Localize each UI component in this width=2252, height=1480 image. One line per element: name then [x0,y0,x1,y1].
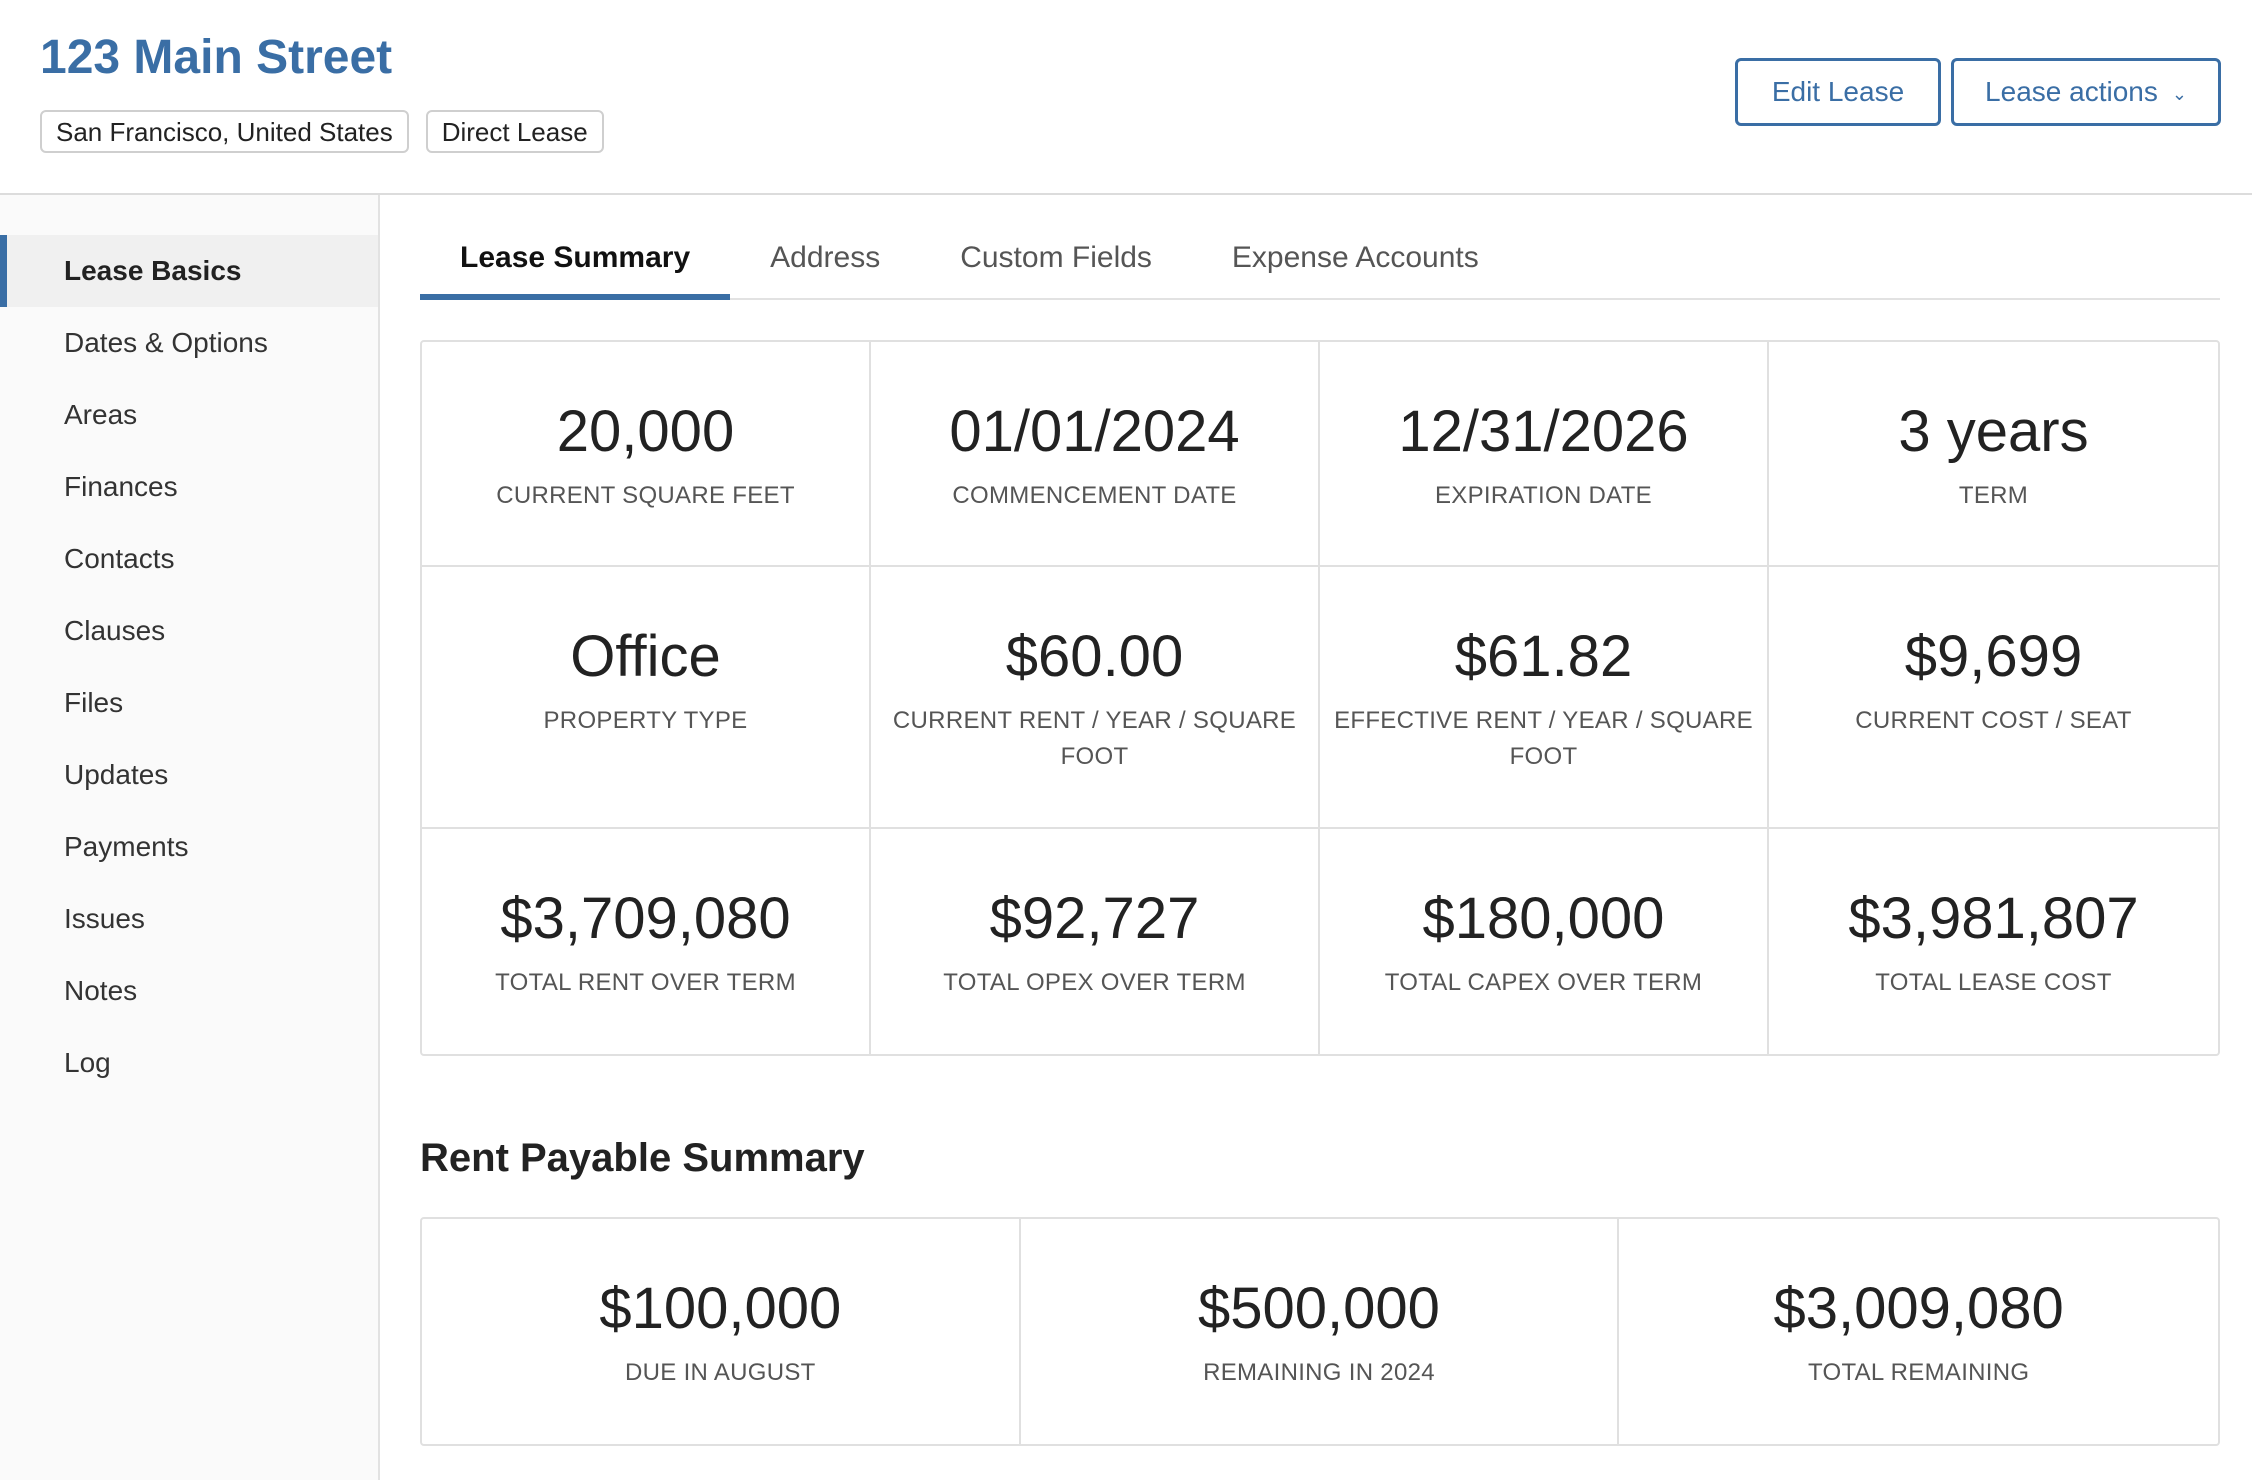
metric-label: Total Opex Over Term [943,969,1246,996]
metric-label: Remaining In 2024 [1203,1359,1435,1386]
metric-value: $61.82 [1454,624,1633,689]
metric-value: $3,981,807 [1848,886,2139,951]
metric-label: Total Rent Over Term [495,969,796,996]
tab-bar: Lease Summary Address Custom Fields Expe… [420,195,2220,300]
lease-tags: San Francisco, United States Direct Leas… [40,110,604,153]
chevron-down-icon: ⌄ [2171,84,2187,104]
sidebar-item-lease-basics[interactable]: Lease Basics [0,235,378,307]
main-content: Lease Summary Address Custom Fields Expe… [420,195,2220,1446]
location-tag: San Francisco, United States [40,110,409,153]
sidebar-item-clauses[interactable]: Clauses [64,615,166,646]
metric-value: 3 years [1898,399,2089,464]
metric-current-square-feet: 20,000 Current Square Feet [422,342,871,567]
metric-value: $9,699 [1904,624,2083,689]
metric-property-type: Office Property Type [422,567,871,829]
metric-total-lease-cost: $3,981,807 Total Lease Cost [1769,829,2218,1054]
metric-label: Term [1958,482,2029,509]
sidebar-item-dates-options[interactable]: Dates & Options [64,327,268,358]
lease-summary-grid: 20,000 Current Square Feet 01/01/2024 Co… [420,340,2220,1056]
metric-value: $3,009,080 [1773,1276,2064,1341]
sidebar-item-notes[interactable]: Notes [64,975,138,1006]
rent-due-in-august: $100,000 Due In August [422,1219,1021,1444]
metric-value: 12/31/2026 [1398,399,1689,464]
metric-effective-rent-per-sqft: $61.82 Effective Rent / Year / Square Fo… [1320,567,1769,829]
rent-payable-summary-title: Rent Payable Summary [420,1136,865,1180]
metric-value: 01/01/2024 [949,399,1240,464]
metric-label: Current Rent / Year / Square Foot [892,707,1297,770]
sidebar-list: Lease Basics Dates & Options Areas Finan… [0,235,378,1099]
edit-lease-button[interactable]: Edit Lease [1735,58,1941,126]
rent-total-remaining: $3,009,080 Total Remaining [1619,1219,2218,1444]
metric-value: $500,000 [1198,1276,1440,1341]
metric-current-rent-per-sqft: $60.00 Current Rent / Year / Square Foot [871,567,1320,829]
lease-actions-label: Lease actions [1985,76,2158,107]
sidebar: Lease Basics Dates & Options Areas Finan… [0,195,380,1480]
sidebar-item-issues[interactable]: Issues [64,903,145,934]
metric-label: Current Cost / Seat [1855,707,2132,734]
rent-remaining-in-2024: $500,000 Remaining In 2024 [1021,1219,1620,1444]
metric-label: Total Lease Cost [1875,969,2112,996]
header-actions: Edit Lease Lease actions ⌄ [1735,58,2221,126]
metric-label: Current Square Feet [496,482,795,509]
sidebar-item-payments[interactable]: Payments [64,831,189,862]
page-header: 123 Main Street San Francisco, United St… [0,0,2252,195]
sidebar-item-files[interactable]: Files [64,687,124,718]
lease-actions-button[interactable]: Lease actions ⌄ [1951,58,2221,126]
metric-value: $3,709,080 [500,886,791,951]
lease-type-tag: Direct Lease [425,110,604,153]
metric-commencement-date: 01/01/2024 Commencement Date [871,342,1320,567]
metric-current-cost-per-seat: $9,699 Current Cost / Seat [1769,567,2218,829]
metric-value: $60.00 [1005,624,1184,689]
metric-expiration-date: 12/31/2026 Expiration Date [1320,342,1769,567]
metric-value: Office [570,624,721,689]
sidebar-item-finances[interactable]: Finances [64,471,178,502]
metric-value: $100,000 [599,1276,842,1341]
metric-value: 20,000 [556,399,735,464]
tab-lease-summary[interactable]: Lease Summary [420,235,731,300]
metric-total-capex: $180,000 Total Capex Over Term [1320,829,1769,1054]
metric-label: Due In August [625,1359,816,1386]
page-title: 123 Main Street [40,31,393,84]
metric-label: Commencement Date [952,482,1237,509]
metric-label: Property Type [543,707,748,734]
metric-term: 3 years Term [1769,342,2218,567]
sidebar-item-updates[interactable]: Updates [64,759,169,790]
tab-expense-accounts[interactable]: Expense Accounts [1231,241,1479,274]
rent-payable-summary-grid: $100,000 Due In August $500,000 Remainin… [420,1217,2220,1446]
metric-label: Effective Rent / Year / Square Foot [1334,707,1753,770]
metric-value: $180,000 [1422,886,1665,951]
metric-label: Total Remaining [1807,1359,2030,1386]
metric-label: Expiration Date [1435,482,1652,509]
tab-address[interactable]: Address [770,241,881,274]
sidebar-item-areas[interactable]: Areas [64,399,138,430]
sidebar-item-log[interactable]: Log [64,1047,111,1078]
sidebar-item-contacts[interactable]: Contacts [64,543,175,574]
metric-label: Total Capex Over Term [1384,969,1703,996]
tab-custom-fields[interactable]: Custom Fields [960,241,1152,274]
metric-total-opex: $92,727 Total Opex Over Term [871,829,1320,1054]
metric-value: $92,727 [989,886,1200,951]
metric-total-rent: $3,709,080 Total Rent Over Term [422,829,871,1054]
